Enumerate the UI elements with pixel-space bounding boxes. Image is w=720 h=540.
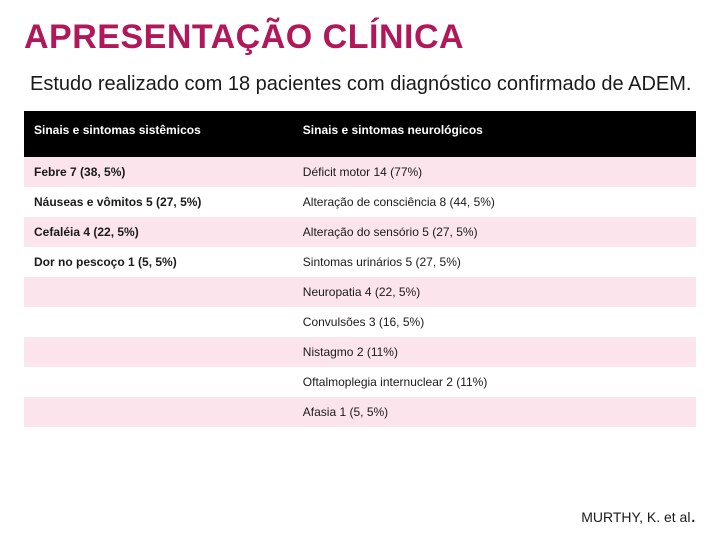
cell-systemic <box>24 307 293 337</box>
study-description: Estudo realizado com 18 pacientes com di… <box>24 71 696 97</box>
table-row: Oftalmoplegia internuclear 2 (11%) <box>24 367 696 397</box>
cell-neurological: Déficit motor 14 (77%) <box>293 157 696 187</box>
cell-systemic: Dor no pescoço 1 (5, 5%) <box>24 247 293 277</box>
cell-systemic <box>24 337 293 367</box>
citation-text: MURTHY, K. et al <box>581 509 690 525</box>
cell-systemic <box>24 367 293 397</box>
table-row: Dor no pescoço 1 (5, 5%) Sintomas urinár… <box>24 247 696 277</box>
table-row: Convulsões 3 (16, 5%) <box>24 307 696 337</box>
citation: MURTHY, K. et al. <box>581 505 696 528</box>
column-header-systemic: Sinais e sintomas sistêmicos <box>24 111 293 157</box>
table-row: Afasia 1 (5, 5%) <box>24 397 696 427</box>
table-row: Cefaléia 4 (22, 5%) Alteração do sensóri… <box>24 217 696 247</box>
citation-dot: . <box>690 505 696 527</box>
cell-systemic: Febre 7 (38, 5%) <box>24 157 293 187</box>
cell-neurological: Alteração de consciência 8 (44, 5%) <box>293 187 696 217</box>
cell-neurological: Sintomas urinários 5 (27, 5%) <box>293 247 696 277</box>
page-title: APRESENTAÇÃO CLÍNICA <box>24 18 696 57</box>
cell-neurological: Neuropatia 4 (22, 5%) <box>293 277 696 307</box>
cell-neurological: Nistagmo 2 (11%) <box>293 337 696 367</box>
clinical-table: Sinais e sintomas sistêmicos Sinais e si… <box>24 111 696 427</box>
table-row: Febre 7 (38, 5%) Déficit motor 14 (77%) <box>24 157 696 187</box>
cell-systemic: Cefaléia 4 (22, 5%) <box>24 217 293 247</box>
table-row: Neuropatia 4 (22, 5%) <box>24 277 696 307</box>
cell-systemic <box>24 277 293 307</box>
cell-systemic: Náuseas e vômitos 5 (27, 5%) <box>24 187 293 217</box>
cell-neurological: Convulsões 3 (16, 5%) <box>293 307 696 337</box>
cell-systemic <box>24 397 293 427</box>
table-row: Náuseas e vômitos 5 (27, 5%) Alteração d… <box>24 187 696 217</box>
cell-neurological: Alteração do sensório 5 (27, 5%) <box>293 217 696 247</box>
cell-neurological: Oftalmoplegia internuclear 2 (11%) <box>293 367 696 397</box>
column-header-neurological: Sinais e sintomas neurológicos <box>293 111 696 157</box>
cell-neurological: Afasia 1 (5, 5%) <box>293 397 696 427</box>
table-row: Nistagmo 2 (11%) <box>24 337 696 367</box>
